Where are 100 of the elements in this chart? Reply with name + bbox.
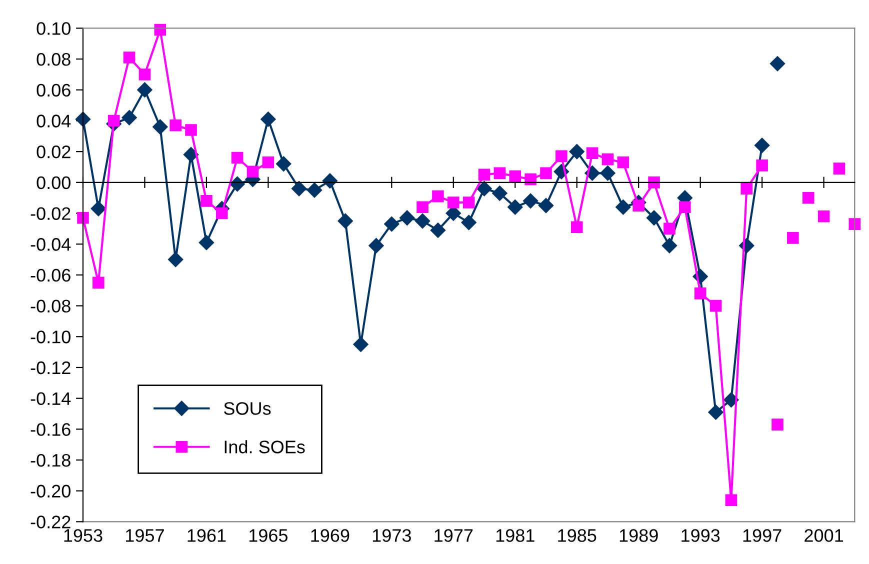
point <box>770 56 786 72</box>
y-tick-label: -0.02 <box>30 207 70 220</box>
y-tick-label: -0.10 <box>30 330 70 344</box>
point <box>632 200 644 212</box>
point <box>524 173 536 186</box>
x-tick-label: 1989 <box>620 529 658 542</box>
point <box>802 192 814 204</box>
point <box>508 200 523 215</box>
point <box>772 418 784 430</box>
point <box>230 176 245 192</box>
point <box>170 119 182 132</box>
y-tick-label: -0.14 <box>30 392 71 406</box>
point <box>432 190 444 202</box>
point <box>833 162 846 174</box>
y-tick-label: -0.06 <box>30 268 70 282</box>
point <box>90 201 106 216</box>
point <box>522 193 538 208</box>
point <box>556 150 568 162</box>
point <box>384 216 400 232</box>
point <box>216 207 228 220</box>
x-tick-label: 1957 <box>126 529 164 542</box>
point <box>662 238 678 254</box>
y-tick-label: -0.20 <box>30 484 70 498</box>
point <box>416 201 428 213</box>
x-tick-label: 1997 <box>743 529 782 542</box>
x-tick-label: 1953 <box>64 529 102 542</box>
point <box>168 252 184 268</box>
point <box>200 195 212 207</box>
point <box>246 166 259 178</box>
point <box>462 196 475 208</box>
point <box>122 110 137 126</box>
point <box>678 201 691 213</box>
point <box>123 52 136 64</box>
point <box>646 210 662 226</box>
point <box>756 160 768 172</box>
y-tick-label: -0.08 <box>30 300 70 313</box>
point <box>461 214 476 230</box>
point <box>787 232 799 244</box>
x-tick-label: 1977 <box>434 529 473 542</box>
y-tick-label: 0.08 <box>36 52 70 66</box>
point <box>137 82 152 98</box>
point <box>75 112 91 127</box>
point <box>540 167 552 180</box>
point <box>586 147 598 160</box>
point <box>616 200 631 215</box>
x-tick-label: 2001 <box>804 529 843 542</box>
point <box>538 198 554 214</box>
point <box>724 392 739 408</box>
x-tick-label: 1969 <box>311 529 350 542</box>
point <box>400 210 415 226</box>
point <box>291 181 307 196</box>
point <box>262 156 274 168</box>
y-tick-label: -0.16 <box>30 423 70 436</box>
x-tick-label: 1993 <box>682 529 720 542</box>
point <box>92 276 104 289</box>
x-tick-label: 1961 <box>188 529 226 542</box>
point <box>694 288 706 300</box>
point <box>754 138 770 153</box>
legend-label: Ind. SOEs <box>224 440 305 454</box>
y-tick-label: 0.10 <box>36 22 70 35</box>
point <box>185 124 197 136</box>
point <box>430 222 446 238</box>
point <box>478 168 490 181</box>
point <box>664 222 676 235</box>
y-tick-label: -0.18 <box>30 454 70 467</box>
y-tick-label: -0.04 <box>30 238 71 251</box>
point <box>570 221 583 234</box>
point <box>108 114 120 127</box>
y-tick-label: -0.12 <box>30 361 70 374</box>
point <box>708 404 724 420</box>
point <box>447 196 460 208</box>
point <box>138 68 151 80</box>
point <box>276 156 292 172</box>
y-tick-label: 0.02 <box>36 146 70 158</box>
point <box>509 170 522 182</box>
point <box>492 186 508 201</box>
point <box>353 336 368 352</box>
point <box>183 147 199 162</box>
point <box>322 173 338 188</box>
x-tick-label: 1973 <box>372 529 411 542</box>
point <box>198 234 214 250</box>
point <box>710 300 722 312</box>
x-tick-label: 1981 <box>496 529 534 542</box>
point <box>494 167 506 180</box>
point <box>818 210 830 222</box>
legend-label: SOUs <box>224 402 271 415</box>
point <box>725 494 738 506</box>
point <box>600 166 616 181</box>
point <box>740 182 753 194</box>
point <box>231 152 244 164</box>
point <box>368 238 384 254</box>
point <box>414 213 430 229</box>
point <box>569 144 584 160</box>
point <box>306 182 322 198</box>
point <box>152 119 168 134</box>
point <box>476 181 492 196</box>
x-tick-label: 1965 <box>249 529 288 542</box>
y-tick-label: 0.00 <box>36 176 70 190</box>
point <box>260 112 276 127</box>
point <box>848 218 861 230</box>
